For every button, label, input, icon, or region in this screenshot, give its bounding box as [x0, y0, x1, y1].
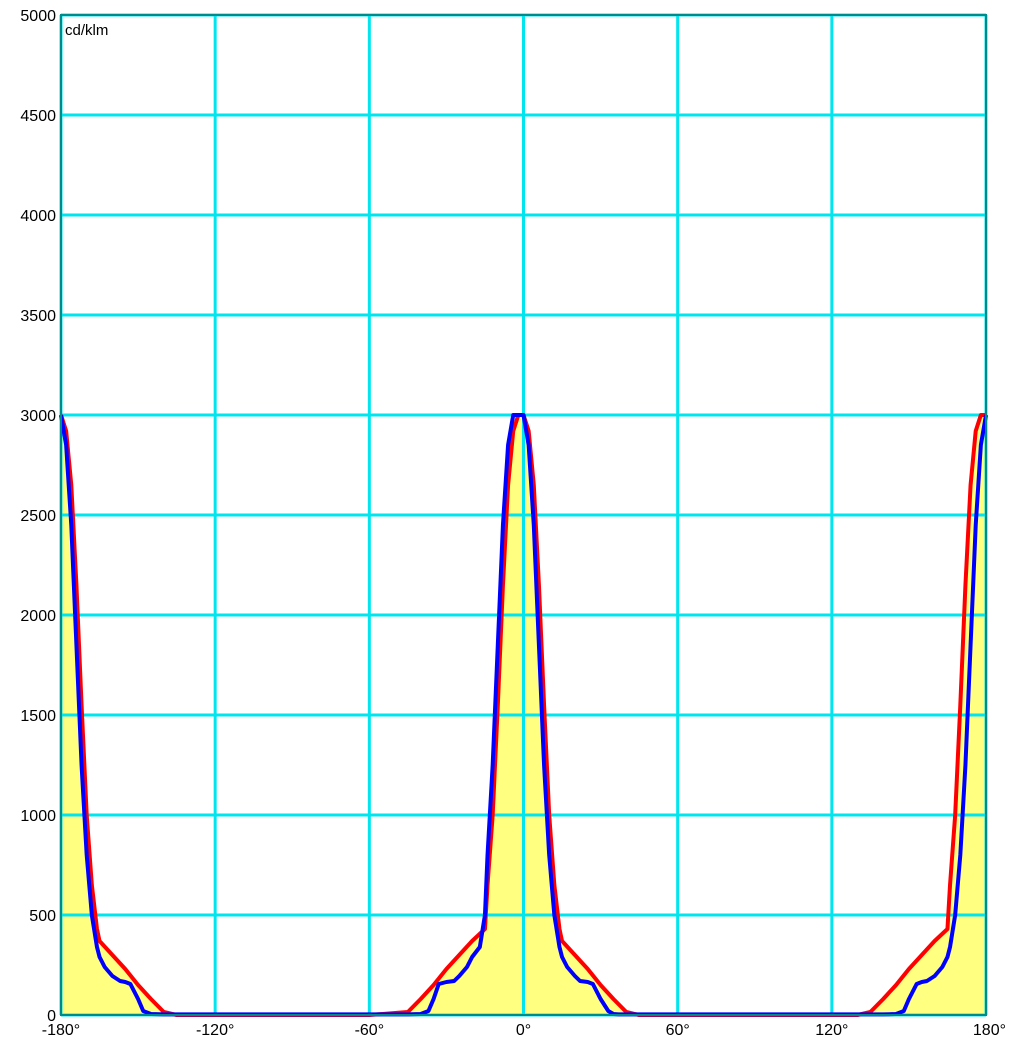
y-tick-label: 2000	[20, 608, 56, 625]
y-tick-label: 4500	[20, 108, 56, 125]
x-tick-labels: -180° -120° -60° 0° 60° 120° 180°	[42, 1022, 1006, 1038]
y-tick-label: 3500	[20, 308, 56, 325]
series-line-blue	[59, 413, 988, 1017]
y-tick-label: 0	[47, 1008, 56, 1025]
y-tick-label: 1000	[20, 808, 56, 825]
y-tick-label: 500	[29, 908, 56, 925]
x-tick-label: 180°	[973, 1022, 1006, 1038]
x-tick-label: 0°	[516, 1022, 531, 1038]
plot-border	[60, 14, 987, 1016]
y-tick-label: 3000	[20, 408, 56, 425]
y-axis-unit-label: cd/klm	[65, 22, 108, 39]
y-tick-label: 2500	[20, 508, 56, 525]
x-tick-label: 60°	[666, 1022, 690, 1038]
x-tick-label: -60°	[355, 1022, 385, 1038]
x-tick-label: 120°	[815, 1022, 848, 1038]
x-tick-label: -120°	[196, 1022, 234, 1038]
x-tick-label: -180°	[42, 1022, 80, 1038]
y-tick-label: 5000	[20, 8, 56, 25]
y-tick-label: 4000	[20, 208, 56, 225]
y-tick-label: 1500	[20, 708, 56, 725]
y-tick-labels: 0 500 1000 1500 2000 2500 3000 3500 4000 4500 5000	[20, 8, 56, 1025]
